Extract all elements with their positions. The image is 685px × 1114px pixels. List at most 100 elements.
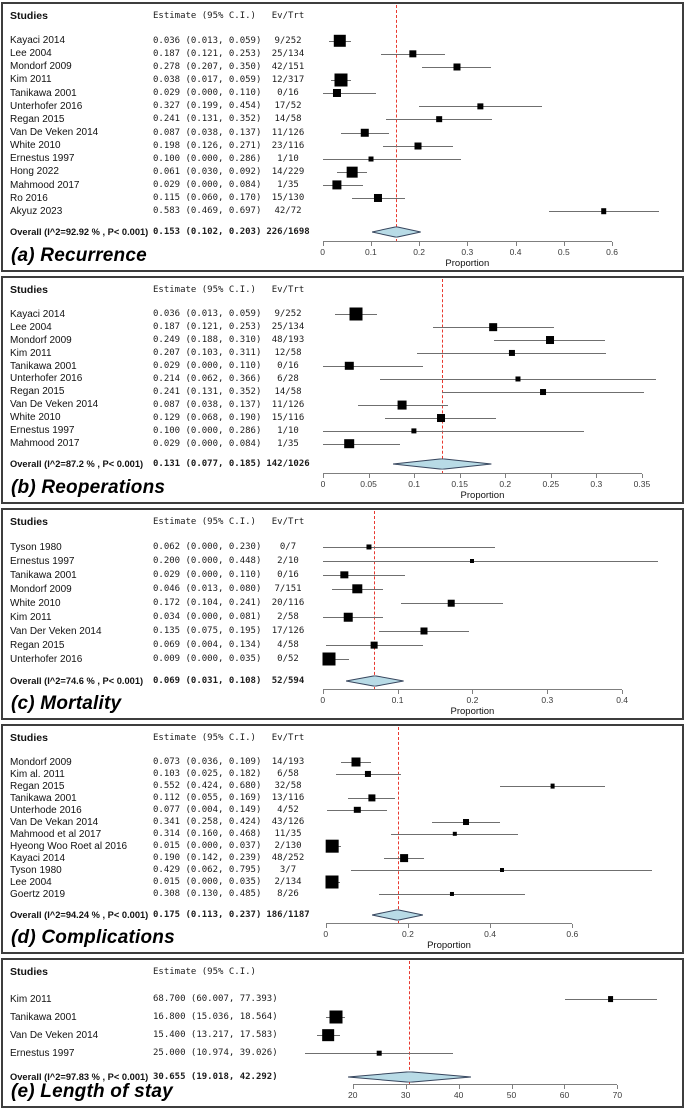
study-plot-cell: [313, 165, 682, 178]
study-name: Van De Veken 2014: [10, 127, 99, 139]
study-plot-cell: [304, 1044, 682, 1062]
study-row: Kim 2011 68.700 (60.007, 77.393): [3, 990, 682, 1008]
study-name: Tanikawa 2001: [10, 1011, 77, 1023]
study-estimate: 0.187 (0.121, 0.253): [153, 322, 262, 333]
estimate-marker: [508, 350, 515, 357]
study-estimate: 25.000 (10.974, 39.026): [153, 1048, 278, 1058]
ci-line: [322, 561, 659, 562]
ci-line: [322, 158, 461, 160]
estimate-marker: [334, 73, 348, 87]
study-row: Ernestus 1997 25.000 (10.974, 39.026): [3, 1044, 682, 1062]
study-estimate: 0.552 (0.424, 0.680): [153, 781, 262, 791]
estimate-marker: [322, 1029, 335, 1041]
column-header-row: Studies Estimate (95% C.I.) Ev/Trt: [3, 731, 682, 745]
study-evtrt: 12/317: [271, 74, 305, 85]
study-plot-cell: [313, 411, 682, 424]
summary-diamond: [347, 1071, 471, 1082]
study-row: Ro 2016 0.115 (0.060, 0.170) 15/130: [3, 192, 682, 205]
study-row: Mondorf 2009 0.249 (0.188, 0.310) 48/193: [3, 334, 682, 347]
study-name: Tanikawa 2001: [10, 87, 77, 99]
study-plot-cell: [313, 1026, 682, 1044]
axis-tick-label: 50: [506, 1090, 517, 1100]
column-header-estimate: Estimate (95% C.I.): [153, 967, 256, 977]
overall-row: Overall (I^2=94.24 % , P< 0.001) 0.175 (0…: [3, 907, 682, 922]
study-row: Unterhofer 2016 0.327 (0.199, 0.454) 17/52: [3, 100, 682, 113]
axis-tick-label: 20: [347, 1090, 358, 1100]
ci-line: [323, 430, 584, 432]
axis-tick: [617, 1085, 619, 1089]
panel-c: 0 0.1 0.2 0.3 0.4 Proportion Studies Estimate (…: [1, 508, 684, 720]
study-plot-cell: [313, 126, 682, 139]
x-axis-line: [323, 473, 642, 474]
overall-plot-cell: [313, 225, 682, 240]
x-axis-line: [322, 241, 613, 242]
study-name: Ernestus 1997: [10, 153, 75, 165]
estimate-marker: [374, 194, 383, 203]
study-name: Tyson 1980: [10, 541, 62, 553]
estimate-marker: [448, 599, 455, 607]
study-plot-cell: [313, 192, 682, 205]
table-and-plot-rows: Studies Estimate (95% C.I.) Ev/Trt Mondorf …: [3, 726, 682, 922]
panel-caption: (d) Complications: [11, 927, 175, 948]
study-row: Unterhofer 2016 0.214 (0.062, 0.366) 6/28: [3, 373, 682, 386]
plot-header-spacer: [313, 515, 682, 529]
study-name: Hong 2022: [10, 166, 59, 178]
study-name: Tyson 1980: [10, 864, 62, 876]
overall-estimate: 0.153 (0.102, 0.203): [153, 227, 262, 238]
study-plot-cell: [313, 34, 682, 47]
estimate-marker: [453, 63, 461, 71]
overall-row: Overall (I^2=87.2 % , P< 0.001) 0.131 (0.…: [3, 457, 682, 472]
estimate-marker: [436, 116, 442, 123]
estimate-marker: [436, 413, 445, 422]
x-axis-line: [325, 923, 573, 924]
study-plot-cell: [313, 307, 682, 321]
study-evtrt: 1/35: [277, 180, 299, 191]
study-plot-cell: [313, 828, 682, 840]
study-plot-cell: [313, 568, 682, 582]
study-name: Kayaci 2014: [10, 308, 66, 320]
ci-line: [322, 185, 364, 187]
study-evtrt: 0/16: [277, 88, 299, 99]
study-evtrt: 48/193: [271, 335, 305, 346]
study-row: Tanikawa 2001 0.029 (0.000, 0.110) 0/16: [3, 360, 682, 373]
plot-header-spacer: [313, 731, 682, 745]
study-estimate: 0.429 (0.062, 0.795): [153, 865, 262, 875]
table-and-plot-rows: Studies Estimate (95% C.I.) Kim 2011 68.700…: [3, 960, 682, 1084]
study-row: Kayaci 2014 0.036 (0.013, 0.059) 9/252: [3, 34, 682, 47]
estimate-marker: [462, 819, 469, 825]
axis-label: Proportion: [445, 258, 490, 269]
study-estimate: 0.115 (0.060, 0.170): [153, 193, 262, 204]
axis-tick: [490, 924, 492, 928]
study-row: Tanikawa 2001 0.029 (0.000, 0.110) 0/16: [3, 87, 682, 100]
study-row: White 2010 0.172 (0.104, 0.241) 20/116: [3, 596, 682, 610]
study-row: Tyson 1980 0.062 (0.000, 0.230) 0/7: [3, 540, 682, 554]
study-row: Regan 2015 0.241 (0.131, 0.352) 14/58: [3, 113, 682, 126]
study-evtrt: 23/116: [271, 140, 305, 151]
estimate-marker: [500, 868, 505, 872]
study-row: Mondorf 2009 0.278 (0.207, 0.350) 42/151: [3, 60, 682, 73]
study-evtrt: 17/52: [274, 101, 302, 112]
study-row: Kim 2011 0.034 (0.000, 0.081) 2/58: [3, 610, 682, 624]
study-row: Kim 2011 0.038 (0.017, 0.059) 12/317: [3, 73, 682, 87]
study-name: Akyuz 2023: [10, 205, 63, 217]
study-evtrt: 20/116: [271, 598, 305, 608]
study-row: Akyuz 2023 0.583 (0.469, 0.697) 42/72: [3, 205, 682, 218]
ci-line: [323, 443, 400, 445]
study-estimate: 0.241 (0.131, 0.352): [153, 386, 262, 397]
study-row: Van De Veken 2014 15.400 (13.217, 17.583): [3, 1026, 682, 1044]
overall-evtrt: 186/1187: [266, 909, 310, 920]
axis-tick: [550, 474, 552, 478]
study-evtrt: 14/229: [271, 166, 305, 177]
study-estimate: 0.061 (0.030, 0.092): [153, 166, 262, 177]
study-estimate: 0.278 (0.207, 0.350): [153, 61, 262, 72]
ci-line: [323, 366, 424, 368]
axis-tick: [547, 690, 549, 694]
axis-tick-label: 0.3: [541, 695, 554, 705]
study-estimate: 15.400 (13.217, 17.583): [153, 1030, 278, 1040]
study-evtrt: 2/58: [277, 612, 299, 622]
study-evtrt: 11/126: [271, 127, 305, 138]
study-evtrt: 12/58: [274, 348, 302, 359]
study-estimate: 0.036 (0.013, 0.059): [153, 35, 262, 46]
axis-tick-label: 0.3: [461, 247, 474, 257]
study-row: Mahmood 2017 0.029 (0.000, 0.084) 1/35: [3, 437, 682, 450]
